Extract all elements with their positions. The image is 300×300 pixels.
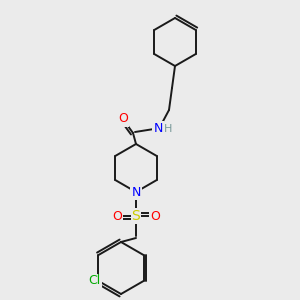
Text: H: H [164, 124, 172, 134]
Text: S: S [132, 209, 140, 223]
Text: O: O [112, 209, 122, 223]
Text: Cl: Cl [88, 274, 101, 287]
Text: N: N [131, 185, 141, 199]
Text: N: N [153, 122, 163, 134]
Text: O: O [150, 209, 160, 223]
Text: O: O [118, 112, 128, 125]
